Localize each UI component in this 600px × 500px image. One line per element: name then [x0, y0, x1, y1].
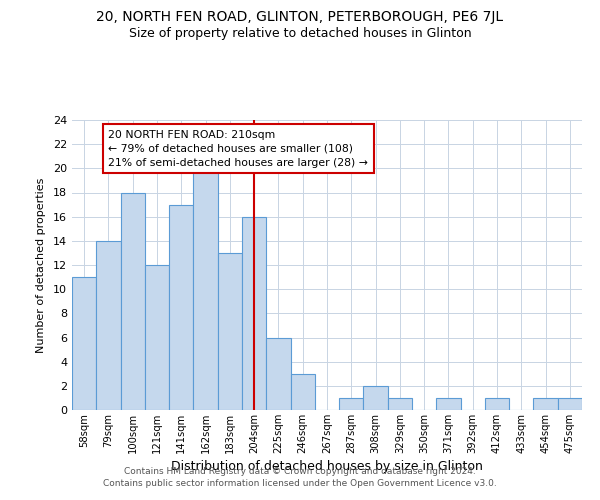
Bar [364, 386, 388, 410]
Y-axis label: Number of detached properties: Number of detached properties [36, 178, 46, 352]
Bar [242, 216, 266, 410]
Bar [485, 398, 509, 410]
Bar [193, 168, 218, 410]
Bar [558, 398, 582, 410]
Text: Contains public sector information licensed under the Open Government Licence v3: Contains public sector information licen… [103, 478, 497, 488]
Bar [266, 338, 290, 410]
Bar [290, 374, 315, 410]
Bar [72, 277, 96, 410]
Text: Size of property relative to detached houses in Glinton: Size of property relative to detached ho… [128, 28, 472, 40]
X-axis label: Distribution of detached houses by size in Glinton: Distribution of detached houses by size … [171, 460, 483, 473]
Bar [533, 398, 558, 410]
Text: 20 NORTH FEN ROAD: 210sqm
← 79% of detached houses are smaller (108)
21% of semi: 20 NORTH FEN ROAD: 210sqm ← 79% of detac… [109, 130, 368, 168]
Bar [169, 204, 193, 410]
Text: Contains HM Land Registry data © Crown copyright and database right 2024.: Contains HM Land Registry data © Crown c… [124, 467, 476, 476]
Bar [96, 241, 121, 410]
Bar [388, 398, 412, 410]
Text: 20, NORTH FEN ROAD, GLINTON, PETERBOROUGH, PE6 7JL: 20, NORTH FEN ROAD, GLINTON, PETERBOROUG… [97, 10, 503, 24]
Bar [121, 192, 145, 410]
Bar [339, 398, 364, 410]
Bar [218, 253, 242, 410]
Bar [436, 398, 461, 410]
Bar [145, 265, 169, 410]
